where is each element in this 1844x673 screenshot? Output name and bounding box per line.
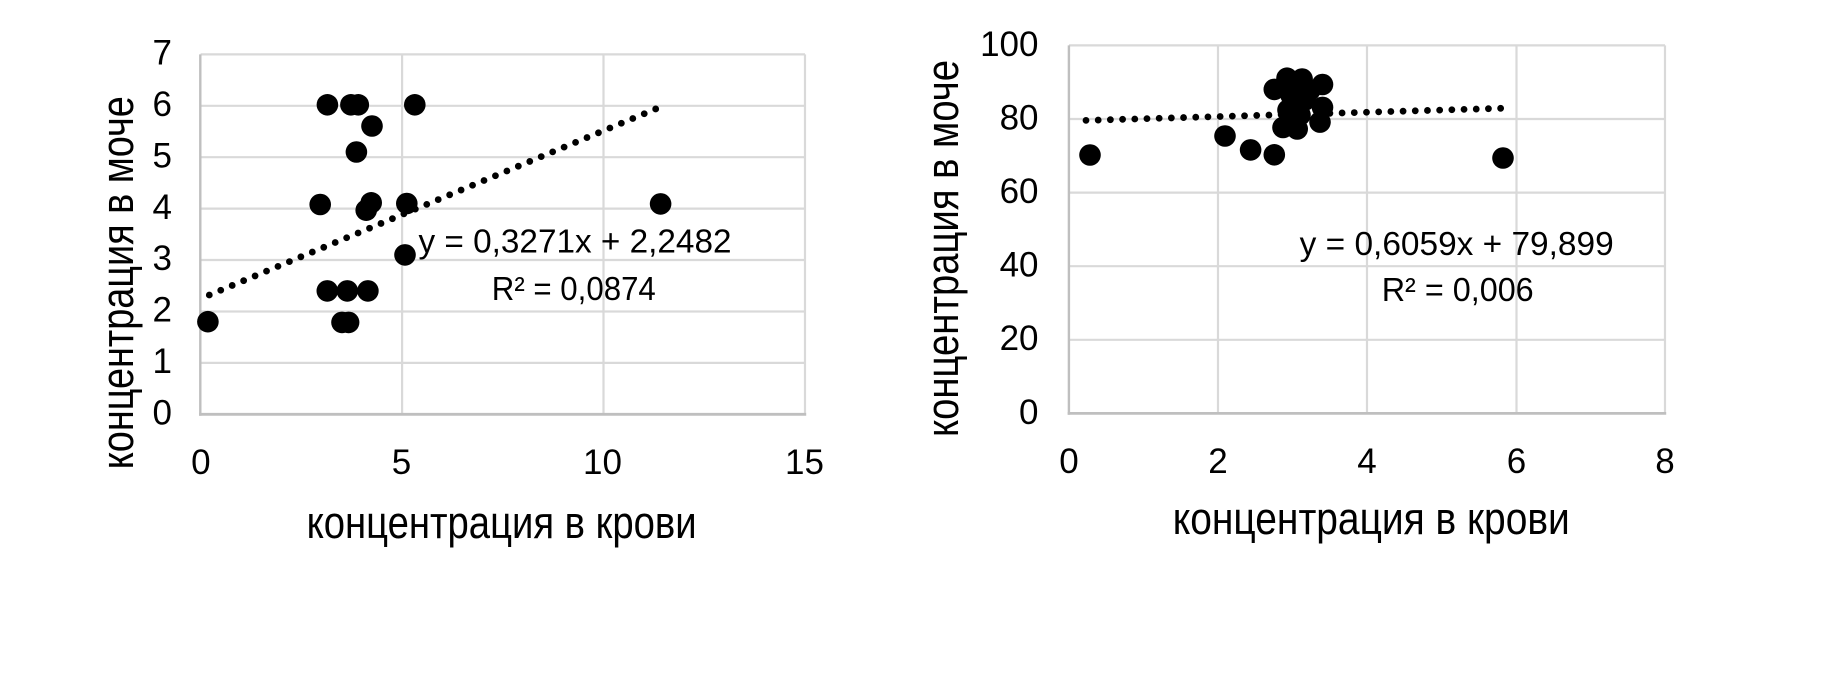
svg-text:80: 80 — [1000, 98, 1039, 137]
svg-text:0: 0 — [1059, 442, 1078, 481]
svg-text:2: 2 — [153, 291, 172, 330]
svg-text:60: 60 — [1000, 172, 1039, 211]
svg-text:0: 0 — [191, 443, 210, 482]
svg-text:5: 5 — [153, 136, 172, 175]
svg-text:2: 2 — [1208, 442, 1227, 481]
svg-text:4: 4 — [153, 188, 172, 227]
svg-text:концентрация в крови: концентрация в крови — [1173, 493, 1570, 544]
svg-text:6: 6 — [153, 85, 172, 124]
svg-text:R² = 0,0874: R² = 0,0874 — [492, 270, 656, 307]
svg-text:концентрация в моче: концентрация в моче — [917, 60, 968, 437]
svg-text:концентрация в моче: концентрация в моче — [92, 96, 143, 469]
svg-text:10: 10 — [583, 443, 622, 482]
svg-text:y = 0,6059x + 79,899: y = 0,6059x + 79,899 — [1300, 225, 1614, 262]
svg-text:8: 8 — [1655, 442, 1674, 481]
svg-text:20: 20 — [1000, 319, 1039, 358]
svg-text:100: 100 — [980, 25, 1038, 64]
svg-text:R² = 0,006: R² = 0,006 — [1382, 271, 1534, 308]
svg-text:0: 0 — [153, 394, 172, 433]
svg-text:4: 4 — [1357, 442, 1376, 481]
svg-text:7: 7 — [153, 34, 172, 73]
svg-text:3: 3 — [153, 239, 172, 278]
svg-text:15: 15 — [785, 443, 824, 482]
svg-text:6: 6 — [1507, 442, 1526, 481]
svg-text:концентрация в крови: концентрация в крови — [307, 497, 697, 548]
svg-text:1: 1 — [153, 342, 172, 381]
svg-text:40: 40 — [1000, 246, 1039, 285]
svg-text:5: 5 — [392, 443, 411, 482]
svg-text:0: 0 — [1019, 393, 1038, 432]
svg-text:y = 0,3271x + 2,2482: y = 0,3271x + 2,2482 — [419, 223, 732, 260]
